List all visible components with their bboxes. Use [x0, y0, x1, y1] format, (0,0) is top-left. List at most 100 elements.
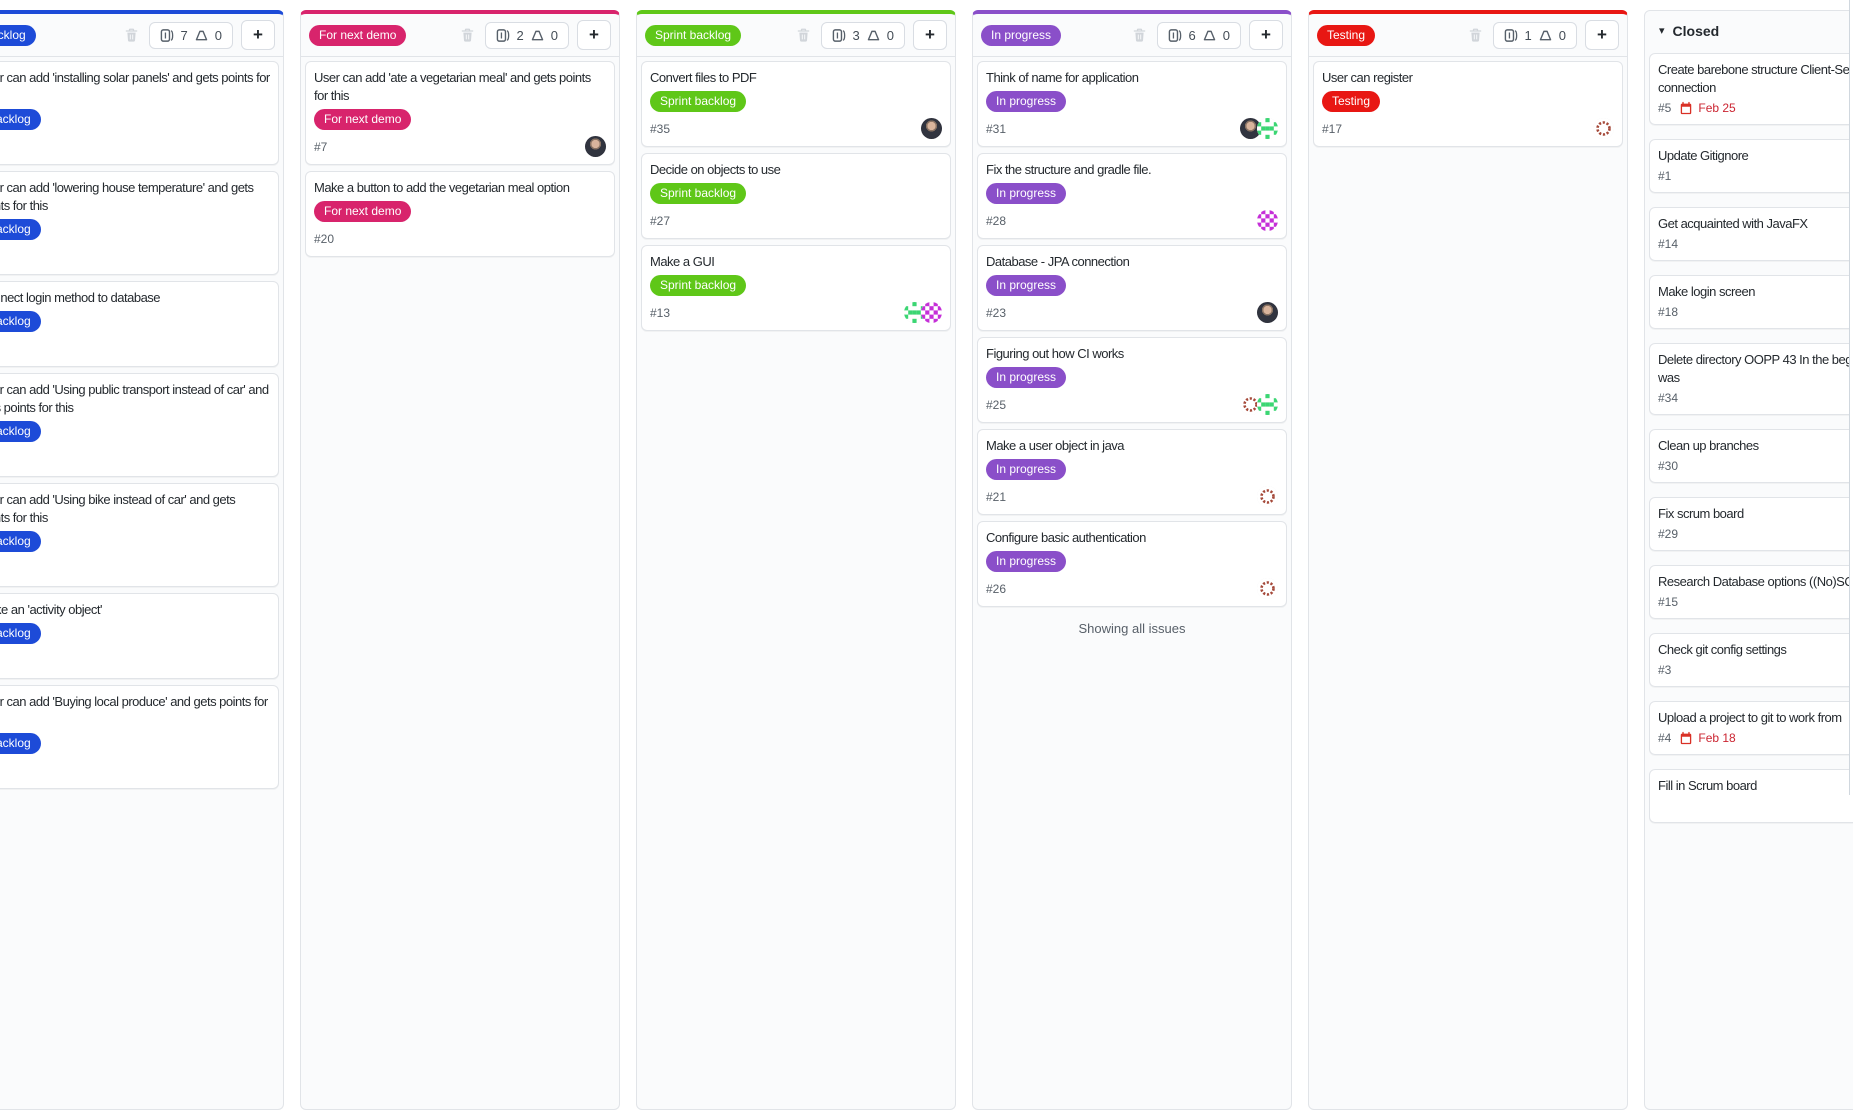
project-card[interactable]: Make a GUI Sprint backlog #13 — [641, 245, 951, 331]
closed-card[interactable]: Check git config settings #3 — [1649, 633, 1853, 687]
card-title: Fix scrum board — [1658, 506, 1744, 521]
card-label[interactable]: In progress — [986, 275, 1067, 296]
project-card[interactable]: Configure basic authentication In progres… — [977, 521, 1287, 607]
card-label[interactable]: Backlog — [0, 733, 41, 754]
archived-count: 0 — [214, 27, 222, 43]
card-label[interactable]: In progress — [986, 183, 1067, 204]
closed-card[interactable]: Fix scrum board #29 — [1649, 497, 1853, 551]
card-meta: #14 — [1658, 235, 1853, 253]
cards-count: 6 — [1188, 27, 1196, 43]
project-card[interactable]: User can add 'lowering house temperature… — [0, 171, 279, 275]
project-card[interactable]: Think of name for application In progress… — [977, 61, 1287, 147]
card-label[interactable]: Backlog — [0, 219, 41, 240]
user-photo-avatar[interactable] — [921, 118, 942, 139]
project-card[interactable]: User can add 'Using public transport ins… — [0, 373, 279, 477]
closed-column-header[interactable]: ▾ Closed — [1645, 11, 1853, 49]
add-card-button[interactable]: + — [1585, 20, 1619, 50]
project-card[interactable]: Fix the structure and gradle file. In pro… — [977, 153, 1287, 239]
user-photo-avatar[interactable] — [585, 136, 606, 157]
issue-number: #31 — [986, 121, 1007, 136]
project-card[interactable]: Make a user object in java In progress #21 — [977, 429, 1287, 515]
issue-number: #29 — [1658, 527, 1679, 541]
project-card[interactable]: Make a button to add the vegetarian meal… — [305, 171, 615, 257]
issue-number: #15 — [1658, 595, 1679, 609]
issue-number: #13 — [650, 305, 671, 320]
closed-card[interactable]: Make login screen #18 — [1649, 275, 1853, 329]
project-card[interactable]: Decide on objects to use Sprint backlog #2… — [641, 153, 951, 239]
card-label[interactable]: In progress — [986, 459, 1067, 480]
project-card[interactable]: User can add 'Using bike instead of car'… — [0, 483, 279, 587]
card-label[interactable]: Sprint backlog — [650, 183, 747, 204]
closed-card[interactable]: Clean up branches #30 — [1649, 429, 1853, 483]
card-label[interactable]: Backlog — [0, 109, 41, 130]
card-label[interactable]: Sprint backlog — [650, 275, 747, 296]
card-title: Connect login method to database — [0, 290, 161, 305]
issue-number: #23 — [986, 305, 1007, 320]
trash-icon[interactable] — [460, 27, 475, 43]
closed-card[interactable]: Research Database options ((No)SQL?) #15 — [1649, 565, 1853, 619]
trash-icon[interactable] — [1132, 27, 1147, 43]
column-label: For next demo — [309, 24, 407, 46]
vertical-scrollbar[interactable] — [1849, 0, 1853, 795]
card-label[interactable]: Backlog — [0, 311, 41, 332]
identicon-red-avatar[interactable] — [1257, 486, 1278, 507]
identicon-magenta-avatar[interactable] — [921, 302, 942, 323]
card-label[interactable]: Backlog — [0, 421, 41, 442]
card-label[interactable]: For next demo — [314, 109, 412, 130]
card-label[interactable]: For next demo — [314, 201, 412, 222]
card-title: Upload a project to git to work from — [1658, 710, 1842, 725]
add-card-button[interactable]: + — [241, 20, 275, 50]
column-in-progress: In progress 6 0 + Think of name for applicat… — [972, 10, 1292, 1110]
project-card[interactable]: Make an 'activity object' Backlog — [0, 593, 279, 679]
project-card[interactable]: Figuring out how CI works In progress #25 — [977, 337, 1287, 423]
due-date: Feb 18 — [1679, 731, 1736, 745]
card-meta: #25 — [986, 394, 1278, 415]
identicon-red-avatar[interactable] — [1257, 578, 1278, 599]
assignee-avatars — [1240, 394, 1278, 415]
closed-card[interactable]: Update Gitignore #1 — [1649, 139, 1853, 193]
project-card[interactable]: Convert files to PDF Sprint backlog #35 — [641, 61, 951, 147]
project-card[interactable]: Database - JPA connection In progress #23 — [977, 245, 1287, 331]
identicon-red-avatar[interactable] — [1240, 394, 1261, 415]
card-title: Make a user object in java — [986, 438, 1125, 453]
user-photo-avatar[interactable] — [1257, 302, 1278, 323]
add-card-button[interactable]: + — [577, 20, 611, 50]
trash-icon[interactable] — [796, 27, 811, 43]
project-card[interactable]: Connect login method to database Backlog — [0, 281, 279, 367]
archived-count: 0 — [1222, 27, 1230, 43]
card-label[interactable]: In progress — [986, 367, 1067, 388]
assignee-avatars — [1257, 486, 1278, 507]
project-card[interactable]: User can add 'installing solar panels' a… — [0, 61, 279, 165]
card-label[interactable]: In progress — [986, 551, 1067, 572]
identicon-magenta-avatar[interactable] — [1257, 210, 1278, 231]
closed-card[interactable]: Create barebone structure Client-Server … — [1649, 53, 1853, 125]
card-title: User can add 'installing solar panels' a… — [0, 70, 270, 85]
closed-card[interactable]: Upload a project to git to work from #4 Fe… — [1649, 701, 1853, 755]
closed-card[interactable]: Delete directory OOPP 43 In the beginnin… — [1649, 343, 1853, 415]
card-label[interactable]: Sprint backlog — [650, 91, 747, 112]
card-label[interactable]: Backlog — [0, 623, 41, 644]
card-label[interactable]: Testing — [1322, 91, 1381, 112]
card-title: Delete directory OOPP 43 In the beginnin… — [1658, 352, 1853, 385]
closed-card[interactable]: Fill in Scrum board — [1649, 769, 1853, 823]
trash-icon[interactable] — [1468, 27, 1483, 43]
card-label[interactable]: In progress — [986, 91, 1067, 112]
identicon-green-avatar[interactable] — [1257, 118, 1278, 139]
project-card[interactable]: User can register Testing #17 — [1313, 61, 1623, 147]
cards-count: 2 — [516, 27, 524, 43]
card-meta — [0, 448, 270, 469]
trash-icon[interactable] — [124, 27, 139, 43]
closed-card[interactable]: Get acquainted with JavaFX #14 — [1649, 207, 1853, 261]
card-label[interactable]: Backlog — [0, 531, 41, 552]
identicon-red-avatar[interactable] — [1593, 118, 1614, 139]
add-card-button[interactable]: + — [913, 20, 947, 50]
identicon-green-avatar[interactable] — [1257, 394, 1278, 415]
user-photo-avatar[interactable] — [1240, 118, 1261, 139]
add-card-button[interactable]: + — [1249, 20, 1283, 50]
project-card[interactable]: User can add 'ate a vegetarian meal' and… — [305, 61, 615, 165]
project-card[interactable]: User can add 'Buying local produce' and … — [0, 685, 279, 789]
card-title: Think of name for application — [986, 70, 1139, 85]
card-meta: #13 — [650, 302, 942, 323]
